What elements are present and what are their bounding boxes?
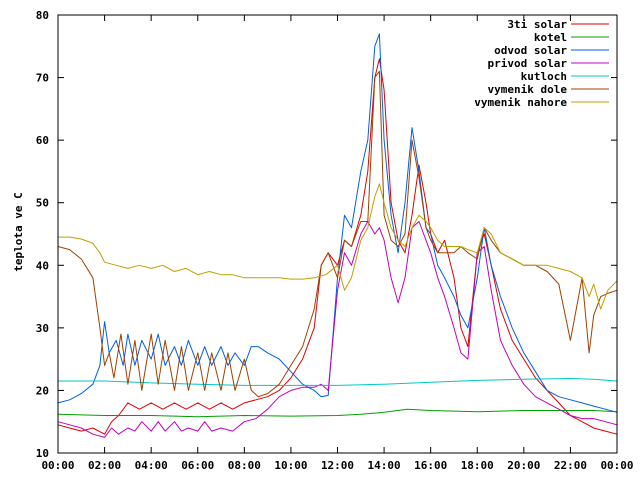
series-layer <box>57 33 618 438</box>
legend-label: kutloch <box>521 70 567 83</box>
y-tick-label: 70 <box>36 72 49 85</box>
series-line-privod-solar <box>57 221 618 438</box>
legend-label: odvod solar <box>494 44 567 57</box>
y-axis-title: teplota ve C <box>12 192 25 271</box>
x-tick-label: 00:00 <box>600 459 633 472</box>
series-line-kotel <box>57 408 618 418</box>
x-tick-label: 02:00 <box>88 459 121 472</box>
series-line-vymenik-nahore <box>58 183 618 310</box>
legend-label: 3ti solar <box>507 18 567 31</box>
y-tick-label: 10 <box>36 447 49 460</box>
y-tick-label: 50 <box>36 197 49 210</box>
legend-label: privod solar <box>488 57 568 70</box>
y-tick-label: 40 <box>36 259 49 272</box>
x-tick-label: 14:00 <box>368 459 401 472</box>
x-tick-label: 12:00 <box>321 459 354 472</box>
x-tick-label: 18:00 <box>461 459 494 472</box>
x-tick-label: 20:00 <box>507 459 540 472</box>
x-tick-label: 10:00 <box>274 459 307 472</box>
legend-label: kotel <box>534 31 567 44</box>
y-tick-label: 20 <box>36 384 49 397</box>
x-tick-label: 08:00 <box>228 459 261 472</box>
series-line-vymenik-dole <box>57 70 618 398</box>
x-tick-label: 04:00 <box>135 459 168 472</box>
axes: 10 20 30 40 50 60 70 80 00:00 02:00 04:00 06:00 08:0… <box>36 9 634 472</box>
legend-label: vymenik nahore <box>474 96 567 109</box>
series-line-kutloch <box>58 378 618 386</box>
y-tick-label: 30 <box>36 322 49 335</box>
y-tick-label: 60 <box>36 134 49 147</box>
x-tick-label: 22:00 <box>554 459 587 472</box>
series-line-3ti-solar <box>57 58 618 435</box>
x-tick-label: 00:00 <box>41 459 74 472</box>
x-tick-label: 06:00 <box>181 459 214 472</box>
y-tick-label: 80 <box>36 9 49 22</box>
legend-label: vymenik dole <box>488 83 568 96</box>
x-tick-label: 16:00 <box>414 459 447 472</box>
